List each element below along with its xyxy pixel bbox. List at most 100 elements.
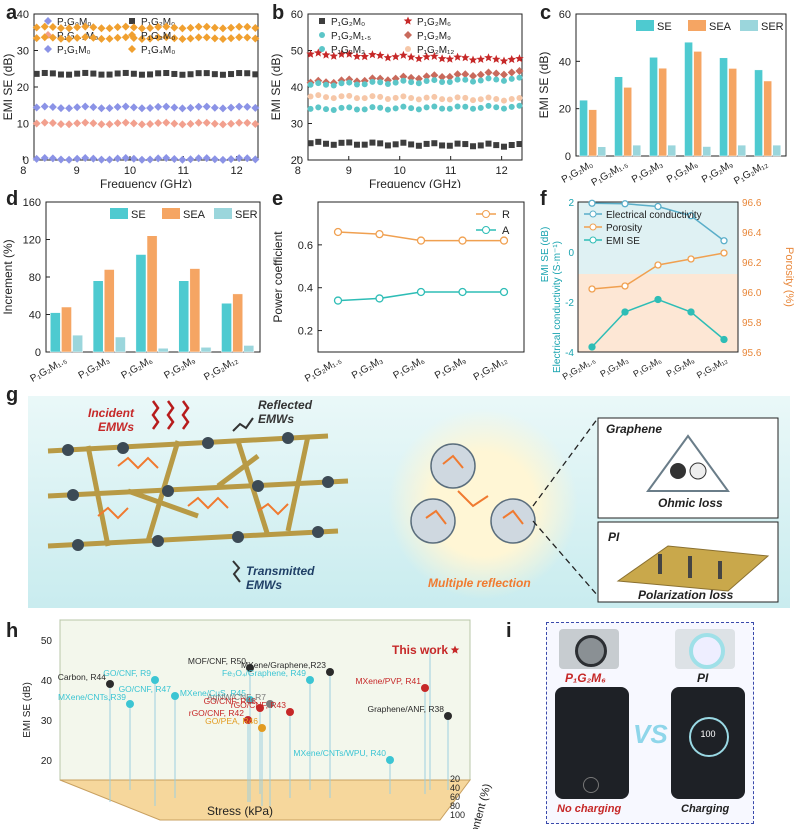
data-point (73, 23, 82, 32)
data-point (170, 103, 179, 112)
data-point (485, 140, 492, 147)
category-label: P₁G₂M₆ (119, 355, 154, 382)
data-point (477, 104, 484, 111)
point-label: rGO/CNF, R43 (231, 700, 287, 710)
data-point (430, 51, 439, 60)
legend-marker (128, 31, 136, 39)
data-point (81, 118, 90, 127)
data-point (516, 141, 523, 148)
y-tick-label: 0 (565, 151, 571, 163)
data-point (97, 155, 106, 164)
y2-tick-label: 96.4 (742, 228, 762, 239)
wave-paths (97, 456, 289, 520)
data-point (323, 81, 330, 88)
data-point (454, 76, 461, 83)
data-point (146, 120, 155, 129)
data-point (330, 141, 337, 148)
y-tick-label: 60 (450, 792, 460, 802)
legend-swatch (162, 208, 180, 219)
data-point (228, 71, 235, 78)
data-point (194, 22, 203, 31)
data-point (90, 70, 97, 77)
data-point (369, 93, 376, 100)
legend-label: SE (657, 21, 672, 33)
incident-arrows (151, 400, 190, 430)
y-tick-label: 40 (17, 9, 29, 21)
bar-ser (157, 348, 169, 353)
category-label: P₁G₂M₉ (664, 355, 696, 379)
y-tick-label: 0 (23, 155, 29, 167)
data-point (89, 33, 98, 42)
porous-network (47, 433, 349, 549)
point-label: MXene/CuS, R45 (180, 688, 246, 698)
data-point (98, 71, 105, 78)
y-tick-label: 80 (29, 272, 41, 284)
y3-axis-label: EMI SE (dB) (540, 227, 551, 283)
data-point (476, 54, 485, 63)
bar-ser (72, 334, 83, 353)
charge-plus (689, 462, 707, 480)
data-point (346, 139, 353, 146)
data-point (121, 118, 130, 127)
data-point (105, 24, 114, 33)
bar-sea (103, 269, 115, 353)
legend-label: P₁G₁M₀ (57, 45, 91, 56)
legend-label: Electrical conductivity (606, 210, 702, 221)
pi-coil-photo (675, 629, 735, 669)
point-label: Fe₃O₄/Graphene, R49 (222, 668, 306, 678)
y-axis-label: Power coefficient (271, 231, 285, 323)
panel-label-a: a (6, 2, 18, 24)
data-point (246, 696, 254, 704)
y-axis-label: Filler content (%) (461, 783, 494, 829)
data-point (338, 104, 345, 111)
graphene-label: Graphene (606, 422, 663, 436)
y2-tick-label: 95.8 (742, 318, 762, 329)
data-point (346, 92, 353, 99)
data-point (431, 77, 438, 84)
data-point (468, 55, 478, 64)
data-point (384, 81, 391, 88)
data-point (129, 154, 138, 163)
y-tick-label: 60 (559, 9, 571, 21)
data-point (162, 102, 171, 111)
bar-se (50, 312, 61, 353)
data-point (137, 24, 146, 33)
mxene-coating (62, 432, 334, 551)
data-point (369, 104, 376, 111)
data-point (97, 120, 106, 129)
data-point (338, 93, 345, 100)
data-point (687, 212, 695, 220)
data-point (307, 81, 314, 88)
data-point (89, 23, 98, 32)
data-point (187, 71, 194, 78)
data-point (369, 78, 376, 85)
data-point (315, 104, 322, 111)
data-point (154, 102, 163, 111)
legend-label: P₁G₂M₁₂ (417, 45, 454, 56)
y-tick-label: 0 (568, 248, 574, 259)
data-point (377, 79, 384, 86)
data-point (210, 34, 219, 43)
data-point (400, 77, 407, 84)
x-tick-label: 12 (231, 165, 243, 177)
data-point (202, 154, 211, 163)
legend-marker (128, 45, 136, 53)
y-tick-label: 20 (559, 104, 571, 116)
data-point (621, 282, 629, 290)
panel-label-e: e (272, 188, 284, 210)
data-point (461, 53, 470, 62)
data-point (65, 34, 74, 43)
data-point (286, 708, 294, 716)
data-point (439, 78, 446, 85)
data-point (57, 71, 64, 78)
data-point (507, 68, 516, 77)
data-point (492, 69, 501, 78)
data-point (179, 71, 186, 78)
data-point (493, 76, 500, 83)
data-point (326, 668, 334, 676)
data-point (423, 94, 430, 101)
plot-frame (575, 13, 787, 157)
data-point (170, 155, 179, 164)
data-point (162, 22, 171, 31)
legend-marker (482, 226, 490, 234)
